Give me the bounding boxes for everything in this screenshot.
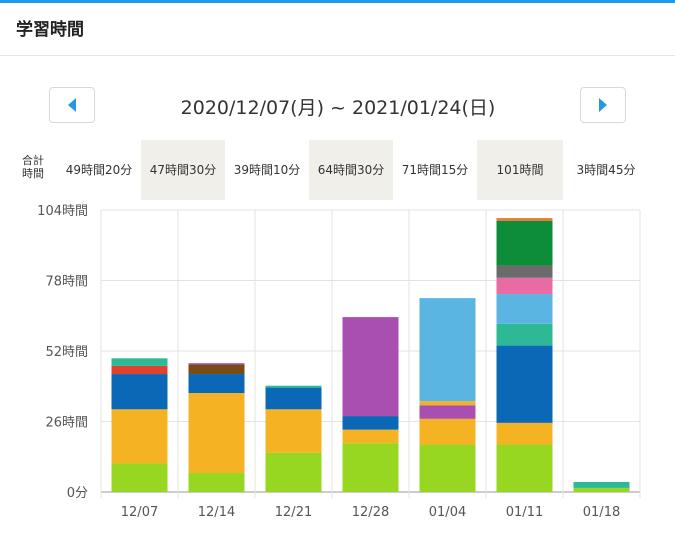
total-week-5: 71時間15分 (401, 163, 469, 177)
bar-segment (188, 374, 245, 394)
bar-segment (111, 374, 168, 410)
x-tick-label: 12/28 (352, 505, 389, 520)
bar-segment (496, 277, 553, 295)
bar-segment (111, 409, 168, 464)
top-accent-bar (0, 0, 675, 3)
bar-segment (265, 452, 322, 492)
x-tick-label: 12/07 (121, 505, 158, 520)
page-title: 学習時間 (16, 20, 84, 40)
bar-segment (111, 358, 168, 366)
bar-segment (265, 409, 322, 453)
bar-segment (342, 443, 399, 492)
bar-segment (496, 218, 553, 221)
y-tick-label: 52時間 (45, 345, 88, 360)
caret-right-icon (599, 98, 607, 112)
y-tick-label: 26時間 (45, 416, 88, 431)
bar-segment (265, 387, 322, 410)
header: 学習時間 (0, 3, 675, 56)
bar-segment (111, 365, 168, 375)
bar-segment (342, 416, 399, 430)
bar-segment (419, 401, 476, 406)
bar-segment (419, 418, 476, 445)
totals-label-line2: 時間 (22, 167, 44, 180)
total-week-4: 64時間30分 (309, 140, 393, 200)
total-week-7: 3時間45分 (576, 163, 636, 177)
bar-segment (342, 317, 399, 417)
caret-left-icon (68, 98, 76, 112)
bar-segment (419, 444, 476, 492)
previous-period-button[interactable] (49, 87, 95, 123)
bar-segment (573, 487, 630, 492)
date-range: 2020/12/07(月) ~ 2021/01/24(日) (180, 97, 496, 119)
bar-segment (419, 298, 476, 402)
y-tick-label: 0分 (67, 486, 88, 501)
totals-label: 合計 時間 (22, 154, 56, 180)
bar-segment (496, 345, 553, 423)
bar-segment (419, 405, 476, 419)
y-tick-label: 104時間 (37, 204, 88, 219)
bar-segment (342, 429, 399, 444)
bar-segment (496, 444, 553, 492)
x-tick-label: 01/04 (429, 505, 466, 520)
total-week-6: 101時間 (477, 140, 563, 200)
x-tick-label: 12/14 (198, 505, 235, 520)
bar-segment (496, 422, 553, 445)
bar-segment (573, 481, 630, 488)
total-week-1: 49時間20分 (65, 163, 133, 177)
total-week-2: 47時間30分 (141, 140, 225, 200)
bar-segment (496, 265, 553, 278)
bar-segment (111, 463, 168, 492)
bar-segment (188, 363, 245, 365)
bar-segment (188, 473, 245, 492)
y-tick-label: 78時間 (45, 275, 88, 290)
next-period-button[interactable] (580, 87, 626, 123)
bar-segment (496, 294, 553, 324)
total-week-3: 39時間10分 (233, 163, 301, 177)
bar-segment (496, 220, 553, 266)
totals-label-line1: 合計 (22, 154, 44, 167)
bar-segment (188, 364, 245, 375)
bar-segment (265, 385, 322, 388)
bar-segment (188, 393, 245, 474)
x-tick-label: 01/18 (583, 505, 620, 520)
weekly-totals: 合計 時間 49時間20分 47時間30分 39時間10分 64時間30分 71… (22, 140, 675, 200)
study-time-chart: 0分 26時間 52時間 78時間 104時間 12/07 12/14 12/21 12/28 0… (37, 204, 641, 520)
x-tick-label: 01/11 (506, 505, 543, 520)
x-tick-label: 12/21 (275, 505, 312, 520)
bar-segment (496, 323, 553, 346)
